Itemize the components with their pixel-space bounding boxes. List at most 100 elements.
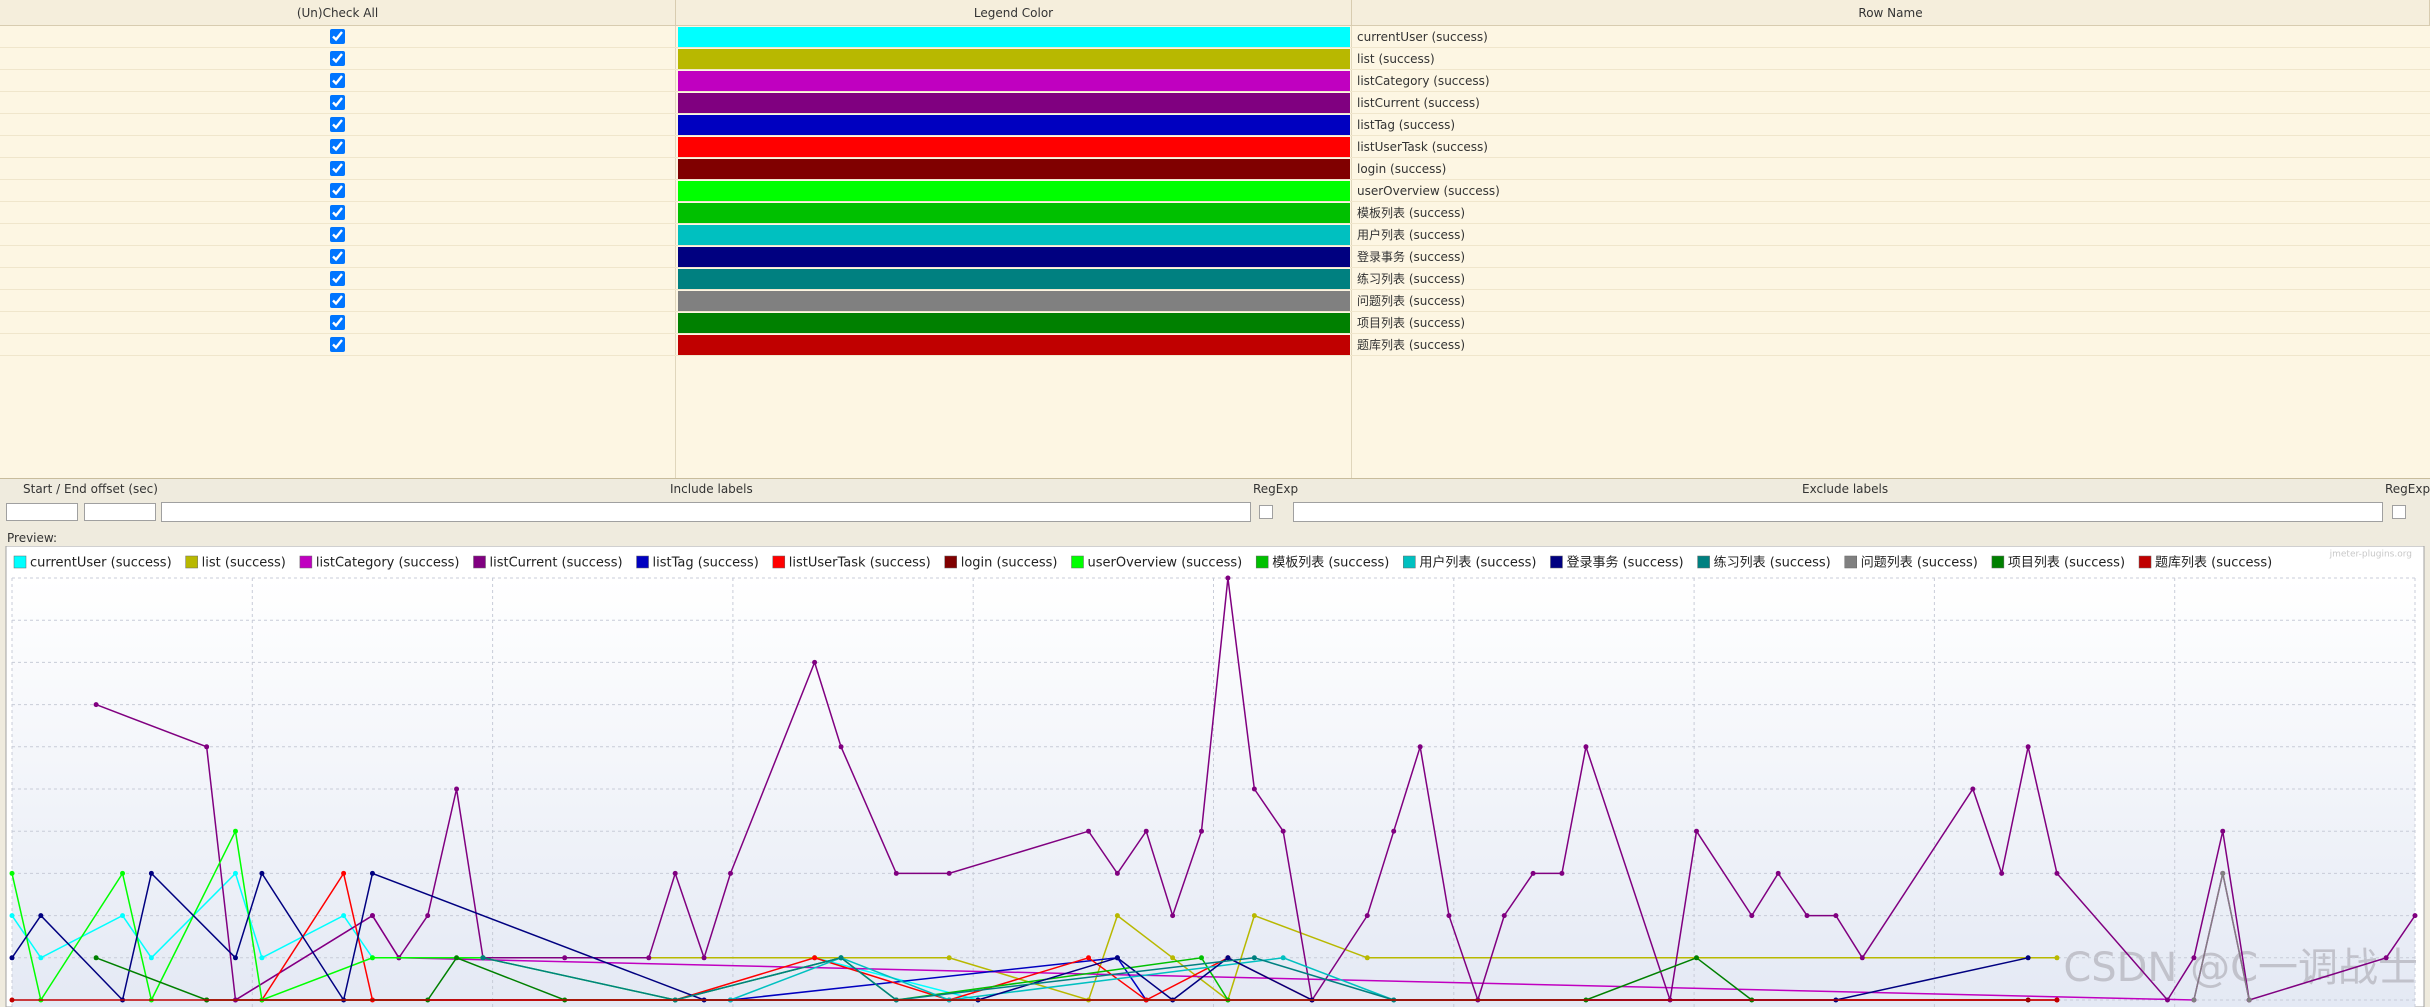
data-point (2412, 913, 2418, 919)
series-checkbox[interactable] (330, 249, 345, 264)
row-line (0, 334, 2430, 356)
data-point (369, 955, 375, 961)
row-name: 登录事务 (success) (1357, 250, 1466, 264)
row-name: 模板列表 (success) (1357, 206, 1466, 220)
row-line (0, 136, 2430, 158)
header-check[interactable]: (Un)Check All (0, 0, 676, 26)
row-name: 题库列表 (success) (1357, 338, 1466, 352)
series-checkbox[interactable] (330, 161, 345, 176)
data-point (838, 955, 844, 961)
legend-label: listCategory (success) (316, 556, 460, 571)
header-name: Row Name (1352, 0, 2430, 26)
series-checkbox[interactable] (330, 139, 345, 154)
preview-label: Preview: (7, 531, 58, 545)
plot-area (12, 578, 2415, 1007)
legend-swatch (1403, 555, 1416, 569)
exclude-label: Exclude labels (1802, 482, 1889, 496)
data-point (562, 955, 568, 961)
series-checkbox[interactable] (330, 205, 345, 220)
exclude-input[interactable] (1293, 502, 2383, 522)
data-point (1225, 575, 1231, 581)
series-line (11, 871, 2029, 1002)
row-line (0, 290, 2430, 312)
row-line (0, 312, 2430, 334)
legend-label: listTag (success) (653, 556, 759, 571)
legend-label: userOverview (success) (1088, 556, 1243, 571)
data-point (2220, 828, 2226, 834)
series-checkbox[interactable] (330, 293, 345, 308)
series-checkbox[interactable] (330, 51, 345, 66)
row-line (0, 92, 2430, 114)
row-line (0, 70, 2430, 92)
data-point (341, 913, 347, 919)
chart: jmeter-plugins.org CSDN @C一调战士 currentUs… (5, 546, 2425, 1007)
end-offset-input[interactable] (84, 503, 156, 521)
data-point (9, 955, 15, 961)
series-checkbox[interactable] (330, 271, 345, 286)
row-name: 练习列表 (success) (1357, 272, 1466, 286)
series-checkbox[interactable] (330, 73, 345, 88)
data-point (425, 913, 431, 919)
legend-swatch (678, 115, 1350, 135)
data-point (1583, 744, 1589, 750)
legend-swatch (636, 555, 649, 569)
data-point (1225, 955, 1231, 961)
row-name: userOverview (success) (1357, 184, 1500, 198)
data-point (454, 955, 460, 961)
legend-swatch (1255, 555, 1269, 569)
data-point (232, 828, 238, 834)
legend-label: login (success) (961, 556, 1058, 571)
exclude-regexp-label: RegExp (2385, 482, 2430, 496)
data-point (93, 702, 99, 708)
data-point (2383, 955, 2389, 961)
series-checkbox[interactable] (330, 95, 345, 110)
data-point (1280, 828, 1286, 834)
credit: jmeter-plugins.org (2329, 550, 2412, 560)
data-point (1999, 870, 2005, 876)
data-point (701, 955, 707, 961)
include-regexp-label: RegExp (1253, 482, 1299, 496)
data-point (1114, 913, 1120, 919)
series-checkbox[interactable] (330, 337, 345, 352)
series-checkbox[interactable] (330, 315, 345, 330)
data-point (812, 955, 818, 961)
data-point (1833, 913, 1839, 919)
row-name: 用户列表 (success) (1357, 228, 1466, 242)
legend-swatch (678, 93, 1350, 113)
series-checkbox[interactable] (330, 183, 345, 198)
data-point (38, 955, 44, 961)
series-line (482, 956, 1394, 1001)
exclude-regexp-checkbox[interactable] (2392, 505, 2406, 519)
legend-swatch (678, 225, 1350, 245)
legend-label: 项目列表 (success) (2008, 556, 2125, 571)
row-line (0, 158, 2430, 180)
data-point (120, 870, 126, 876)
legend-label: 题库列表 (success) (2155, 555, 2272, 571)
data-point (1501, 913, 1507, 919)
data-point (1364, 913, 1370, 919)
include-input[interactable] (161, 502, 1251, 522)
data-point (1280, 955, 1286, 961)
data-point (2164, 997, 2170, 1003)
legend-swatch (1844, 555, 1857, 569)
column-divider (1351, 26, 1352, 478)
data-point (232, 955, 238, 961)
include-regexp-checkbox[interactable] (1259, 505, 1273, 519)
data-point (1804, 913, 1810, 919)
header-color: Legend Color (676, 0, 1352, 26)
legend-swatch (678, 203, 1350, 223)
series-checkbox[interactable] (330, 117, 345, 132)
legend-swatch (13, 555, 27, 569)
data-point (148, 870, 154, 876)
data-point (2220, 870, 2226, 876)
data-point (369, 870, 375, 876)
start-offset-input[interactable] (6, 503, 78, 521)
data-point (1391, 828, 1397, 834)
legend-swatch (1550, 555, 1563, 569)
legend-label: 练习列表 (success) (1714, 556, 1831, 571)
legend-swatch (1697, 555, 1710, 569)
legend-swatch (678, 181, 1350, 201)
series-checkbox[interactable] (330, 227, 345, 242)
legend-swatch (678, 27, 1350, 47)
series-checkbox[interactable] (330, 29, 345, 44)
